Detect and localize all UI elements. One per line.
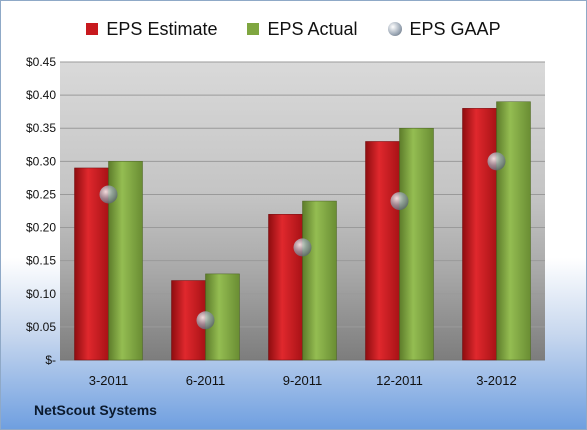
x-tick-label: 9-2011 xyxy=(283,373,323,388)
y-tick-label: $0.45 xyxy=(26,55,56,69)
x-tick-label: 3-2012 xyxy=(476,373,516,388)
bar-eps-estimate xyxy=(365,141,400,361)
bar-eps-actual xyxy=(302,200,337,361)
legend-item-actual: EPS Actual xyxy=(247,18,358,40)
y-tick-label: $0.25 xyxy=(26,187,56,201)
marker-eps-gaap xyxy=(196,311,215,330)
legend: EPS Estimate EPS Actual EPS GAAP xyxy=(0,14,587,44)
bar-eps-actual xyxy=(399,127,434,361)
y-tick-label: $0.05 xyxy=(26,320,56,334)
x-tick-label: 6-2011 xyxy=(186,373,226,388)
legend-swatch-actual xyxy=(247,23,260,35)
legend-label-actual: EPS Actual xyxy=(267,18,358,39)
bar-eps-estimate xyxy=(268,214,303,361)
legend-item-gaap: EPS GAAP xyxy=(387,18,501,40)
x-axis: 3-2011 6-2011 9-2011 12-2011 3-2012 xyxy=(89,373,517,388)
y-tick-label: $0.40 xyxy=(26,88,56,102)
marker-eps-gaap xyxy=(293,238,312,257)
y-tick-label: $0.35 xyxy=(26,121,56,135)
marker-eps-gaap xyxy=(487,152,506,171)
y-tick-label: $0.10 xyxy=(26,287,56,301)
x-tick-label: 12-2011 xyxy=(376,373,423,388)
bar-eps-actual xyxy=(496,101,531,361)
legend-swatch-gaap xyxy=(387,22,402,36)
legend-label-gaap: EPS GAAP xyxy=(409,18,501,39)
legend-swatch-estimate xyxy=(86,23,99,35)
gaap-markers xyxy=(99,152,506,330)
legend-label-estimate: EPS Estimate xyxy=(106,18,218,39)
bar-eps-estimate xyxy=(462,108,497,361)
y-tick-label: $0.30 xyxy=(26,154,56,168)
y-tick-label: $0.15 xyxy=(26,254,56,268)
marker-eps-gaap xyxy=(99,185,118,204)
y-tick-label: $- xyxy=(45,353,56,367)
y-tick-label: $0.20 xyxy=(26,221,56,235)
x-tick-label: 3-2011 xyxy=(89,373,129,388)
company-name: NetScout Systems xyxy=(34,402,157,418)
bars xyxy=(74,101,531,361)
marker-eps-gaap xyxy=(390,192,409,211)
legend-item-estimate: EPS Estimate xyxy=(86,19,217,40)
y-axis: $- $0.05 $0.10 $0.15 $0.20 $0.25 $0.30 $0.35 $0.… xyxy=(26,55,56,367)
